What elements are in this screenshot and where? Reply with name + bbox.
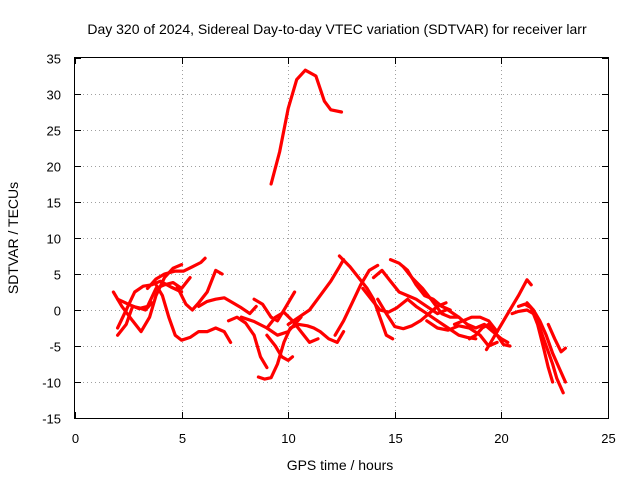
- y-tick-label: 30: [47, 88, 61, 103]
- y-tick-label: 10: [47, 232, 61, 247]
- series-line-17: [333, 263, 380, 337]
- series-line-12: [239, 315, 303, 337]
- series-line-32: [525, 301, 567, 384]
- y-tick-label: 15: [47, 196, 61, 211]
- series-line-7: [145, 256, 207, 290]
- y-tick-labels: 35 30 25 20 15 10 5 0 -5 -10 -15: [42, 52, 61, 427]
- x-tick-label: 25: [601, 431, 615, 446]
- series-line-28: [452, 315, 499, 334]
- chart-title: Day 320 of 2024, Sidereal Day-to-day VTE…: [87, 21, 587, 37]
- y-tick-label: 0: [54, 304, 61, 319]
- series-line-6: [154, 283, 233, 344]
- y-tick-label: -10: [42, 376, 61, 391]
- series-line-25: [425, 319, 499, 348]
- series-line-31: [516, 302, 555, 384]
- x-tick-label: 5: [179, 431, 186, 446]
- series-line-1: [269, 68, 344, 186]
- y-tick-label: -15: [42, 412, 61, 427]
- plot-frame: [74, 57, 609, 419]
- y-tick-label: 5: [54, 268, 61, 283]
- series-line-22: [401, 265, 461, 319]
- x-tick-label: 10: [281, 431, 295, 446]
- series-line-27: [467, 322, 512, 348]
- series-line-8: [175, 268, 224, 312]
- series-line-16: [286, 258, 346, 326]
- series-line-10: [226, 315, 269, 370]
- series-line-15: [265, 333, 295, 362]
- y-tick-label: 20: [47, 160, 61, 175]
- series-line-11: [256, 322, 346, 381]
- series-line-29: [484, 278, 533, 352]
- x-tick-labels: 0 5 10 15 20 25: [72, 431, 616, 446]
- series-line-33: [546, 322, 567, 354]
- x-tick-label: 20: [494, 431, 508, 446]
- x-tick-label: 15: [388, 431, 402, 446]
- axis-ticks: [75, 58, 609, 419]
- series-line-23: [376, 297, 448, 331]
- y-tick-label: -5: [49, 340, 61, 355]
- series-line-18: [337, 254, 395, 341]
- x-tick-label: 0: [72, 431, 79, 446]
- series-layer: [111, 68, 567, 395]
- y-axis-label: SDTVAR / TECUs: [5, 182, 21, 294]
- series-line-3: [116, 279, 184, 330]
- y-tick-label: 35: [47, 52, 61, 67]
- x-axis-label: GPS time / hours: [287, 457, 394, 473]
- series-line-9: [197, 296, 258, 316]
- series-line-20: [361, 286, 439, 323]
- y-tick-label: 25: [47, 124, 61, 139]
